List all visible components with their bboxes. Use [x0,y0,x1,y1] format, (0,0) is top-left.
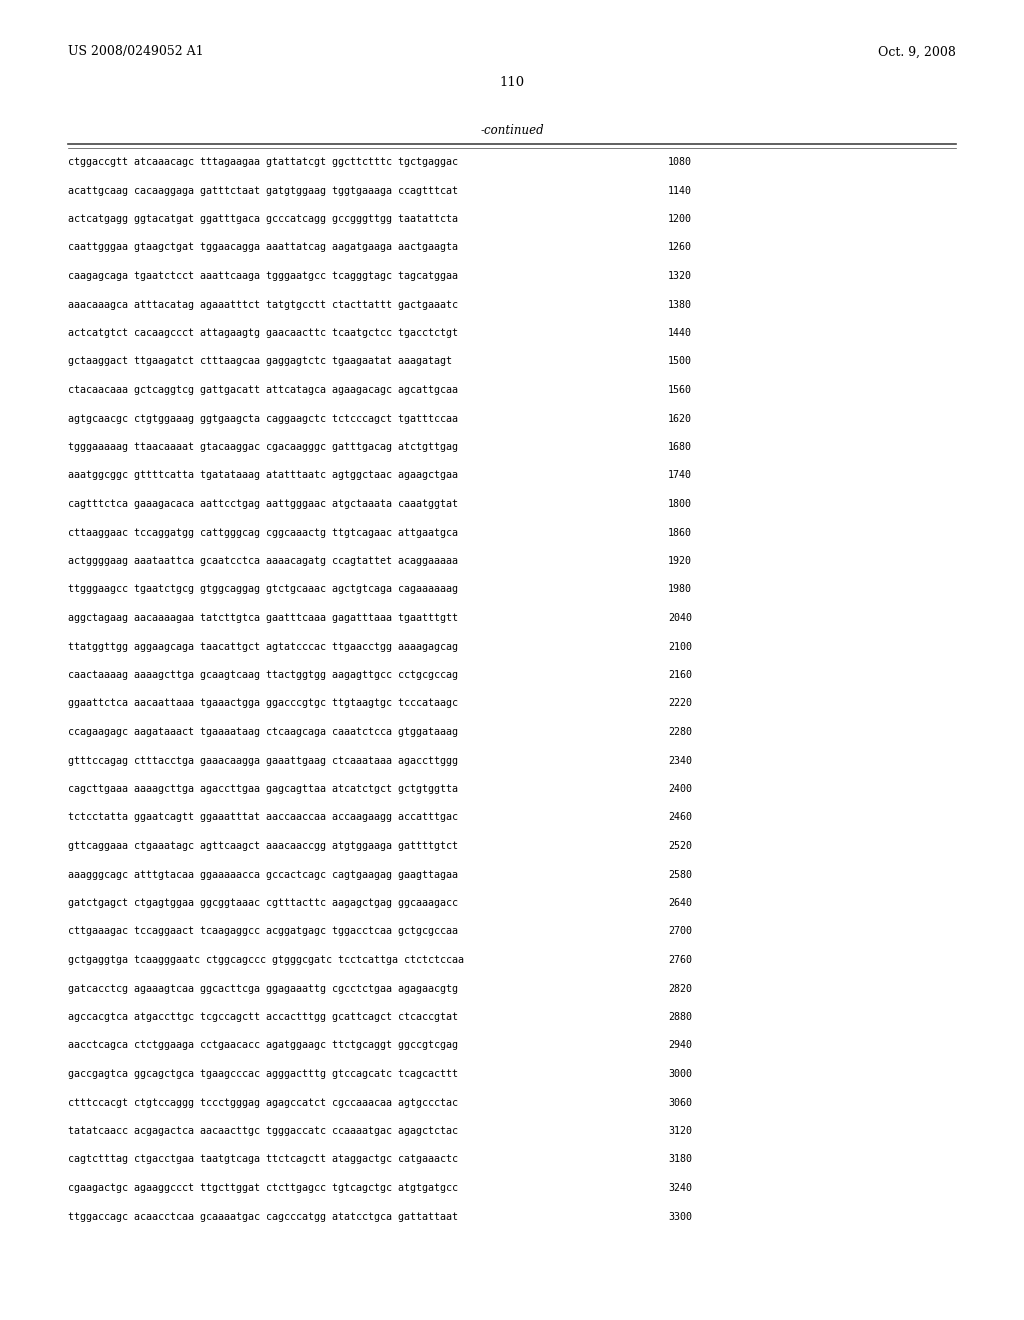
Text: tgggaaaaag ttaacaaaat gtacaaggac cgacaagggc gatttgacag atctgttgag: tgggaaaaag ttaacaaaat gtacaaggac cgacaag… [68,442,458,451]
Text: 1260: 1260 [668,243,692,252]
Text: ctggaccgtt atcaaacagc tttagaagaa gtattatcgt ggcttctttc tgctgaggac: ctggaccgtt atcaaacagc tttagaagaa gtattat… [68,157,458,168]
Text: gctgaggtga tcaagggaatc ctggcagccc gtgggcgatc tcctcattga ctctctccaa: gctgaggtga tcaagggaatc ctggcagccc gtgggc… [68,954,464,965]
Text: 2460: 2460 [668,813,692,822]
Text: 1680: 1680 [668,442,692,451]
Text: US 2008/0249052 A1: US 2008/0249052 A1 [68,45,204,58]
Text: actggggaag aaataattca gcaatcctca aaaacagatg ccagtattet acaggaaaaa: actggggaag aaataattca gcaatcctca aaaacag… [68,556,458,566]
Text: caagagcaga tgaatctcct aaattcaaga tgggaatgcc tcagggtagc tagcatggaa: caagagcaga tgaatctcct aaattcaaga tgggaat… [68,271,458,281]
Text: 1080: 1080 [668,157,692,168]
Text: cagtctttag ctgacctgaa taatgtcaga ttctcagctt ataggactgc catgaaactc: cagtctttag ctgacctgaa taatgtcaga ttctcag… [68,1155,458,1164]
Text: gatctgagct ctgagtggaa ggcggtaaac cgtttacttc aagagctgag ggcaaagacc: gatctgagct ctgagtggaa ggcggtaaac cgtttac… [68,898,458,908]
Text: tctcctatta ggaatcagtt ggaaatttat aaccaaccaa accaagaagg accatttgac: tctcctatta ggaatcagtt ggaaatttat aaccaac… [68,813,458,822]
Text: actcatgagg ggtacatgat ggatttgaca gcccatcagg gccgggttgg taatattcta: actcatgagg ggtacatgat ggatttgaca gcccatc… [68,214,458,224]
Text: 3180: 3180 [668,1155,692,1164]
Text: 1920: 1920 [668,556,692,566]
Text: ttggaccagc acaacctcaa gcaaaatgac cagcccatgg atatcctgca gattattaat: ttggaccagc acaacctcaa gcaaaatgac cagccca… [68,1212,458,1221]
Text: aaatggcggc gttttcatta tgatataaag atatttaatc agtggctaac agaagctgaa: aaatggcggc gttttcatta tgatataaag atattta… [68,470,458,480]
Text: 1320: 1320 [668,271,692,281]
Text: ctacaacaaa gctcaggtcg gattgacatt attcatagca agaagacagc agcattgcaa: ctacaacaaa gctcaggtcg gattgacatt attcata… [68,385,458,395]
Text: Oct. 9, 2008: Oct. 9, 2008 [879,45,956,58]
Text: 1200: 1200 [668,214,692,224]
Text: gatcacctcg agaaagtcaa ggcacttcga ggagaaattg cgcctctgaa agagaacgtg: gatcacctcg agaaagtcaa ggcacttcga ggagaaa… [68,983,458,994]
Text: actcatgtct cacaagccct attagaagtg gaacaacttc tcaatgctcc tgacctctgt: actcatgtct cacaagccct attagaagtg gaacaac… [68,327,458,338]
Text: ggaattctca aacaattaaa tgaaactgga ggacccgtgc ttgtaagtgc tcccataagc: ggaattctca aacaattaaa tgaaactgga ggacccg… [68,698,458,709]
Text: gttcaggaaa ctgaaatagc agttcaagct aaacaaccgg atgtggaaga gattttgtct: gttcaggaaa ctgaaatagc agttcaagct aaacaac… [68,841,458,851]
Text: gtttccagag ctttacctga gaaacaagga gaaattgaag ctcaaataaa agaccttggg: gtttccagag ctttacctga gaaacaagga gaaattg… [68,755,458,766]
Text: 2940: 2940 [668,1040,692,1051]
Text: 3120: 3120 [668,1126,692,1137]
Text: 1800: 1800 [668,499,692,510]
Text: aggctagaag aacaaaagaa tatcttgtca gaatttcaaa gagatttaaa tgaatttgtt: aggctagaag aacaaaagaa tatcttgtca gaatttc… [68,612,458,623]
Text: 2100: 2100 [668,642,692,652]
Text: 2280: 2280 [668,727,692,737]
Text: gctaaggact ttgaagatct ctttaagcaa gaggagtctc tgaagaatat aaagatagt: gctaaggact ttgaagatct ctttaagcaa gaggagt… [68,356,452,367]
Text: ccagaagagc aagataaact tgaaaataag ctcaagcaga caaatctcca gtggataaag: ccagaagagc aagataaact tgaaaataag ctcaagc… [68,727,458,737]
Text: 1740: 1740 [668,470,692,480]
Text: agtgcaacgc ctgtggaaag ggtgaagcta caggaagctc tctcccagct tgatttccaa: agtgcaacgc ctgtggaaag ggtgaagcta caggaag… [68,413,458,424]
Text: aaacaaagca atttacatag agaaatttct tatgtgcctt ctacttattt gactgaaatc: aaacaaagca atttacatag agaaatttct tatgtgc… [68,300,458,309]
Text: 2340: 2340 [668,755,692,766]
Text: 2880: 2880 [668,1012,692,1022]
Text: gaccgagtca ggcagctgca tgaagcccac agggactttg gtccagcatc tcagcacttt: gaccgagtca ggcagctgca tgaagcccac agggact… [68,1069,458,1078]
Text: aacctcagca ctctggaaga cctgaacacc agatggaagc ttctgcaggt ggccgtcgag: aacctcagca ctctggaaga cctgaacacc agatgga… [68,1040,458,1051]
Text: 2520: 2520 [668,841,692,851]
Text: 2160: 2160 [668,671,692,680]
Text: caattgggaa gtaagctgat tggaacagga aaattatcag aagatgaaga aactgaagta: caattgggaa gtaagctgat tggaacagga aaattat… [68,243,458,252]
Text: 1140: 1140 [668,186,692,195]
Text: cgaagactgc agaaggccct ttgcttggat ctcttgagcc tgtcagctgc atgtgatgcc: cgaagactgc agaaggccct ttgcttggat ctcttga… [68,1183,458,1193]
Text: 1860: 1860 [668,528,692,537]
Text: aaagggcagc atttgtacaa ggaaaaacca gccactcagc cagtgaagag gaagttagaa: aaagggcagc atttgtacaa ggaaaaacca gccactc… [68,870,458,879]
Text: 2220: 2220 [668,698,692,709]
Text: 2700: 2700 [668,927,692,936]
Text: 1560: 1560 [668,385,692,395]
Text: tatatcaacc acgagactca aacaacttgc tgggaccatc ccaaaatgac agagctctac: tatatcaacc acgagactca aacaacttgc tgggacc… [68,1126,458,1137]
Text: ctttccacgt ctgtccaggg tccctgggag agagccatct cgccaaacaa agtgccctac: ctttccacgt ctgtccaggg tccctgggag agagcca… [68,1097,458,1107]
Text: 2400: 2400 [668,784,692,795]
Text: 1980: 1980 [668,585,692,594]
Text: 2640: 2640 [668,898,692,908]
Text: ttgggaagcc tgaatctgcg gtggcaggag gtctgcaaac agctgtcaga cagaaaaaag: ttgggaagcc tgaatctgcg gtggcaggag gtctgca… [68,585,458,594]
Text: 2040: 2040 [668,612,692,623]
Text: agccacgtca atgaccttgc tcgccagctt accactttgg gcattcagct ctcaccgtat: agccacgtca atgaccttgc tcgccagctt accactt… [68,1012,458,1022]
Text: 1440: 1440 [668,327,692,338]
Text: -continued: -continued [480,124,544,136]
Text: 110: 110 [500,77,524,90]
Text: cttgaaagac tccaggaact tcaagaggcc acggatgagc tggacctcaa gctgcgccaa: cttgaaagac tccaggaact tcaagaggcc acggatg… [68,927,458,936]
Text: 2820: 2820 [668,983,692,994]
Text: 1380: 1380 [668,300,692,309]
Text: 3060: 3060 [668,1097,692,1107]
Text: caactaaaag aaaagcttga gcaagtcaag ttactggtgg aagagttgcc cctgcgccag: caactaaaag aaaagcttga gcaagtcaag ttactgg… [68,671,458,680]
Text: 3300: 3300 [668,1212,692,1221]
Text: 1500: 1500 [668,356,692,367]
Text: cttaaggaac tccaggatgg cattgggcag cggcaaactg ttgtcagaac attgaatgca: cttaaggaac tccaggatgg cattgggcag cggcaaa… [68,528,458,537]
Text: 3240: 3240 [668,1183,692,1193]
Text: ttatggttgg aggaagcaga taacattgct agtatcccac ttgaacctgg aaaagagcag: ttatggttgg aggaagcaga taacattgct agtatcc… [68,642,458,652]
Text: cagtttctca gaaagacaca aattcctgag aattgggaac atgctaaata caaatggtat: cagtttctca gaaagacaca aattcctgag aattggg… [68,499,458,510]
Text: 2580: 2580 [668,870,692,879]
Text: 1620: 1620 [668,413,692,424]
Text: cagcttgaaa aaaagcttga agaccttgaa gagcagttaa atcatctgct gctgtggtta: cagcttgaaa aaaagcttga agaccttgaa gagcagt… [68,784,458,795]
Text: 3000: 3000 [668,1069,692,1078]
Text: 2760: 2760 [668,954,692,965]
Text: acattgcaag cacaaggaga gatttctaat gatgtggaag tggtgaaaga ccagtttcat: acattgcaag cacaaggaga gatttctaat gatgtgg… [68,186,458,195]
